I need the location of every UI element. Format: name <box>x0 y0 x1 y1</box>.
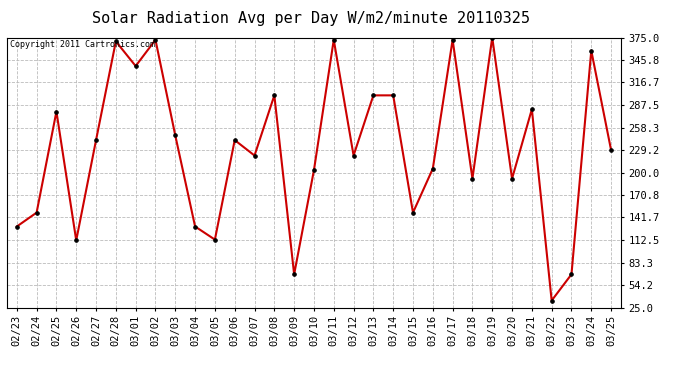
Text: Copyright 2011 Cartronics.com: Copyright 2011 Cartronics.com <box>10 40 155 49</box>
Text: Solar Radiation Avg per Day W/m2/minute 20110325: Solar Radiation Avg per Day W/m2/minute … <box>92 11 529 26</box>
